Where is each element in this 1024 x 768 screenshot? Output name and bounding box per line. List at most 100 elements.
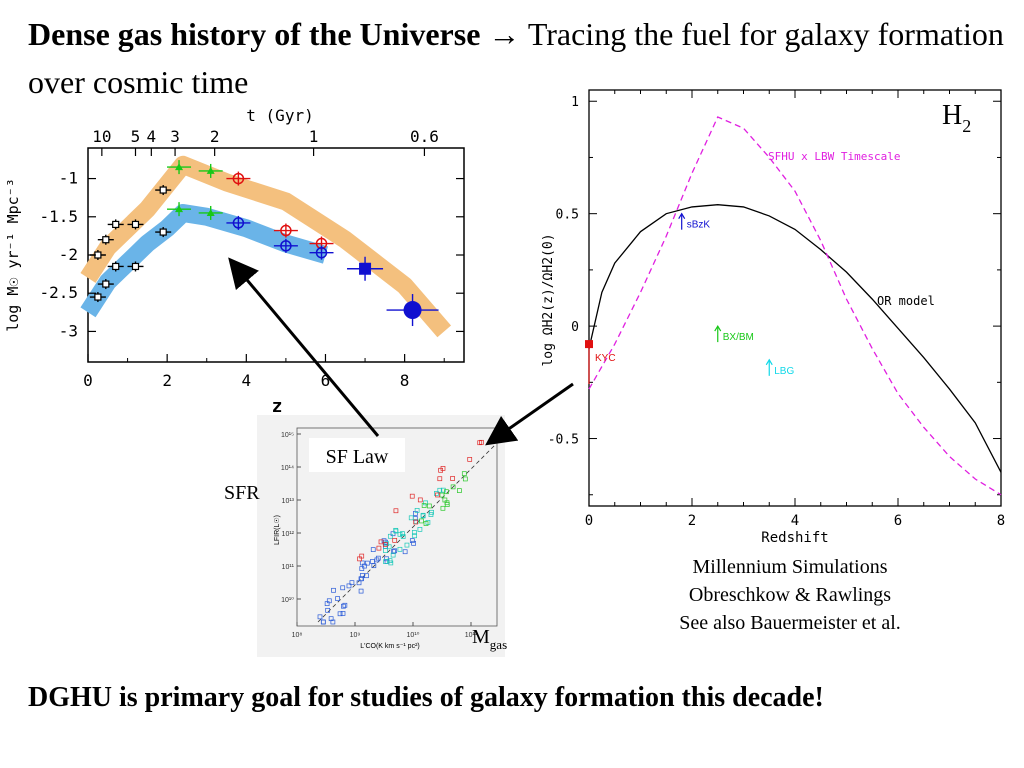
x-tick-label: 6 [894,513,902,529]
inset-point [413,519,419,525]
inset-point [409,538,415,544]
sfhu-line [588,116,1002,496]
inset-x-tick-label: 10¹¹ [465,632,478,639]
data-point [206,208,215,216]
inset-x-axis-label: L'CO(K km s⁻¹ pc²) [360,643,419,650]
inset-point [404,542,410,548]
data-point [175,205,184,213]
data-point [102,280,110,288]
inset-point [340,585,346,591]
x-tick-label: 8 [997,513,1005,529]
sf-law-label: SF Law [326,446,389,468]
inset-point [346,583,352,589]
inset-point [386,544,392,550]
credit-line: Obreschkow & Rawlings [688,584,892,606]
mgas-base: M [472,626,490,648]
inset-point [359,566,365,571]
mgas-sub: gas [490,637,507,652]
sbzk-label: sBzK [687,220,711,231]
y-tick-label: 0.5 [556,208,579,223]
y-tick-label: -2.5 [39,283,78,302]
inset-point [393,527,399,533]
h2-history-chart: 0 2 4 6 8 -0.5 0 0.5 1 KYC sBzK BX/BM LBG H2 SFHU x… [541,89,1005,546]
top-tick-label: 2 [210,127,220,146]
inset-x-tick-label: 10⁹ [350,632,361,639]
data-point [232,217,245,229]
inset-point [419,518,424,524]
inset-point [387,558,393,564]
inset-y-tick-label: 10¹⁵ [281,432,294,439]
credits-block: Millennium Simulations Obreschkow & Rawl… [630,553,950,637]
h2-title-subscript: 2 [962,116,971,136]
inset-point [341,603,346,609]
inset-point [417,497,423,503]
inset-y-tick-label: 10¹² [282,531,295,538]
band-lower [80,203,328,318]
data-point [159,228,167,236]
data-point [112,220,120,229]
inset-point [440,487,446,493]
sfr-label: SFR [224,482,260,504]
inset-point [325,607,331,613]
slide-footer: DGHU is primary goal for studies of gala… [28,682,824,713]
inset-point [358,576,364,582]
sf-law-label-box [309,438,405,472]
inset-point [383,559,388,564]
data-point [280,240,292,252]
inset-point [437,487,443,493]
inset-point [467,457,473,462]
top-tick-label: 3 [170,127,180,146]
title-arrow-icon: → [488,16,521,52]
inset-point [412,533,418,539]
inset-point [337,611,343,617]
h2-title: H2 [942,100,971,136]
data-point [315,246,328,259]
inset-point [450,476,455,481]
kyc-label: KYC [595,353,616,364]
inset-point [444,489,449,495]
inset-point [462,476,468,482]
inset-point [328,616,334,622]
band-upper [80,155,452,338]
inset-point [411,529,417,535]
left-x-axis-label: z [272,396,283,417]
inset-point [444,502,450,507]
data-point [131,262,140,271]
inset-point [387,533,393,539]
data-point [280,224,292,237]
x-tick-label: 2 [162,371,172,390]
inset-point [434,491,439,496]
inset-point [340,611,346,616]
x-tick-label: 8 [400,371,410,390]
y-tick-label: -0.5 [548,433,579,448]
top-tick-label: 5 [131,127,141,146]
title-rest: Tracing the fuel for galaxy formation ov… [28,16,1004,100]
inset-point [402,549,408,555]
sf-law-inset: 10⁸ 10⁹ 10¹⁰ 10¹¹ 10¹⁵ 10¹⁴ 10¹³ 10¹² 10¹¹ 10¹⁰ S… [224,415,507,657]
bxbm-label: BX/BM [723,332,754,343]
top-tick-label: 1 [309,127,319,146]
x-tick-label: 0 [83,371,93,390]
y-tick-label: -2 [59,245,78,264]
left-top-axis-label: t (Gyr) [246,106,313,125]
inset-point [435,492,440,498]
inset-point [331,587,336,593]
sfhu-label: SFHU x LBW Timescale [768,150,900,163]
credit-line: See also Bauermeister et al. [679,612,901,634]
or-model-line [588,204,1002,473]
data-point [131,220,140,229]
inset-point [442,497,448,503]
inset-point [417,526,423,532]
inset-x-tick-label: 10⁸ [292,632,303,639]
x-tick-label: 0 [585,513,593,529]
inset-x-tick-label: 10¹⁰ [407,631,420,639]
inset-point [477,440,483,446]
inset-point [376,545,382,551]
data-point [359,262,372,275]
inset-point [440,466,446,471]
left-y-axis-label: log M☉ yr⁻¹ Mpc⁻³ [4,178,22,332]
top-tick-label: 0.6 [410,127,439,146]
inset-point [335,596,340,601]
inset-point [426,503,432,509]
